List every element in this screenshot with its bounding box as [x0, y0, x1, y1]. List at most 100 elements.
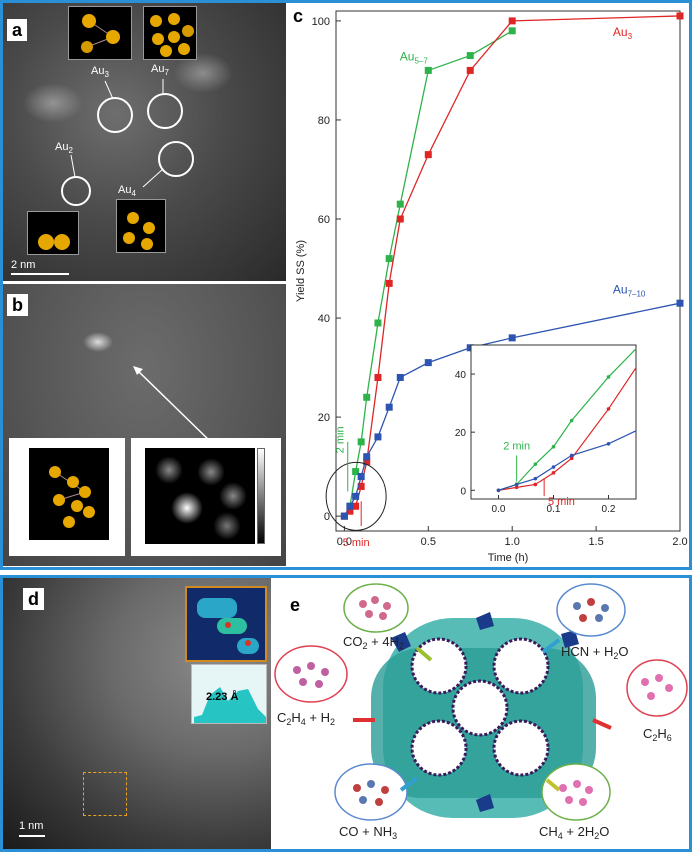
x-tick-label: 0.0: [337, 536, 352, 548]
inset-data-point: [569, 456, 574, 461]
data-point: [385, 255, 393, 263]
data-point: [357, 473, 365, 481]
panel-a-scalebar-label: 2 nm: [11, 259, 36, 271]
data-point: [363, 393, 371, 401]
reactant-bubble-c2h4: [274, 645, 348, 703]
top-figure-frame: [0, 0, 692, 570]
panel-d-label: d: [23, 588, 44, 610]
au7-label: Au7: [151, 63, 169, 78]
y-tick-label: 100: [312, 16, 330, 28]
inset-annotation-5min: 5 min: [548, 496, 575, 508]
data-point: [508, 27, 516, 35]
inset-data-point: [569, 453, 574, 458]
au7-model-inset: [143, 6, 197, 60]
panel-c-label: c: [288, 5, 309, 27]
panel-e-label: e: [285, 594, 306, 616]
data-point: [363, 458, 371, 466]
inset-data-point: [514, 482, 519, 487]
yield-chart: 0.0 0.5 1.0 1.5 2.0 0 20 40 60 80 100 Time (h) Yield…: [295, 10, 688, 564]
x-tick-label: 1.0: [505, 536, 520, 548]
inset-x-tick-label: 0.1: [547, 504, 561, 515]
data-point: [385, 279, 393, 287]
y-tick-label: 0: [324, 511, 330, 523]
data-point: [508, 334, 516, 342]
arrow-c2h6: [592, 718, 612, 730]
au3-model-inset: [68, 6, 132, 60]
y-tick-label: 60: [318, 214, 330, 226]
arrow-co: [399, 776, 419, 792]
data-point: [346, 507, 354, 515]
data-point: [352, 502, 360, 510]
reaction-label-c2h6: C2H6: [643, 726, 672, 743]
data-point: [466, 66, 474, 74]
reaction-label-co2: CO2 + 4H2: [343, 634, 404, 651]
x-tick-label: 1.5: [588, 536, 603, 548]
inset-data-point: [569, 418, 574, 423]
arrow-ch4: [545, 778, 561, 792]
panel-b-stem-image: b: [3, 284, 286, 566]
reactant-bubble-co-nh3: [334, 763, 408, 821]
data-point: [352, 468, 360, 476]
au3-highlight-circle: [97, 97, 133, 133]
au4-highlight-circle: [158, 141, 194, 177]
annotation-5min: 5 min: [343, 537, 370, 549]
inset-data-point: [533, 482, 538, 487]
panel-b-simulated-image-inset: [131, 438, 281, 556]
mof-schematic: CO2 + 4H2 HCN + H2O C2H4 + H2 C2H6 CO + …: [274, 583, 688, 841]
panel-a-scalebar: [11, 273, 69, 275]
au3-label: Au3: [91, 65, 109, 80]
y-tick-label: 80: [318, 115, 330, 127]
reactant-bubble-co2: [343, 583, 409, 633]
data-point: [374, 433, 382, 441]
reaction-label-hcn: HCN + H2O: [561, 644, 629, 661]
bottom-figure-frame: [0, 575, 692, 852]
data-point: [357, 438, 365, 446]
data-point: [424, 151, 432, 159]
panel-c: c 0.0 0.5 1.0 1.5 2.0 0 20 40 60 80 100 Time (h) Yie…: [286, 3, 689, 566]
inset-data-point: [606, 441, 611, 446]
inset-y-tick-label: 20: [455, 428, 467, 439]
data-point: [385, 403, 393, 411]
inset-data-point: [496, 488, 501, 493]
inset-data-point: [533, 476, 538, 481]
profile-distance-label: 2.23 Å: [206, 691, 239, 703]
arrow-hcn: [541, 638, 561, 654]
panel-d-selection-box: [83, 772, 127, 816]
zoom-ellipse: [325, 461, 387, 531]
data-point: [374, 319, 382, 327]
data-point: [374, 373, 382, 381]
y-tick-label: 40: [318, 313, 330, 325]
plot-frame: [335, 10, 681, 532]
inset-frame: [470, 344, 637, 500]
inset-x-tick-label: 0.2: [602, 504, 616, 515]
inset-annotation-2min: 2 min: [503, 441, 530, 453]
reactant-bubble-hcn: [556, 583, 626, 637]
y-tick-label: 20: [318, 412, 330, 424]
panel-b-model-inset: [9, 438, 125, 556]
inset-data-point: [514, 485, 519, 490]
data-point: [466, 52, 474, 60]
x-tick-label: 2.0: [672, 536, 687, 548]
inset-data-point: [551, 444, 556, 449]
series-label: Au7–10: [613, 282, 646, 298]
au2-highlight-circle: [61, 176, 91, 206]
arrow-co2: [415, 646, 433, 662]
inset-data-point: [533, 462, 538, 466]
reaction-label-co-nh3: CO + NH3: [339, 824, 397, 841]
data-point: [346, 502, 354, 510]
panel-a-label: a: [7, 19, 28, 41]
inset-x-tick-label: 0.0: [492, 504, 506, 515]
data-point: [396, 373, 404, 381]
au2-model-inset: [27, 211, 79, 255]
annotation-2min: 2 min: [335, 426, 347, 453]
data-point: [340, 512, 348, 520]
inset-y-tick-label: 40: [455, 370, 467, 381]
data-point: [357, 482, 365, 490]
data-point: [466, 344, 474, 352]
inset-data-point: [606, 375, 611, 379]
inset-y-tick-label: 0: [460, 486, 466, 497]
inset-data-point: [551, 471, 556, 475]
product-bubble-c2h6: [626, 659, 688, 717]
series-label: Au5–7: [400, 50, 429, 66]
data-point: [396, 215, 404, 223]
